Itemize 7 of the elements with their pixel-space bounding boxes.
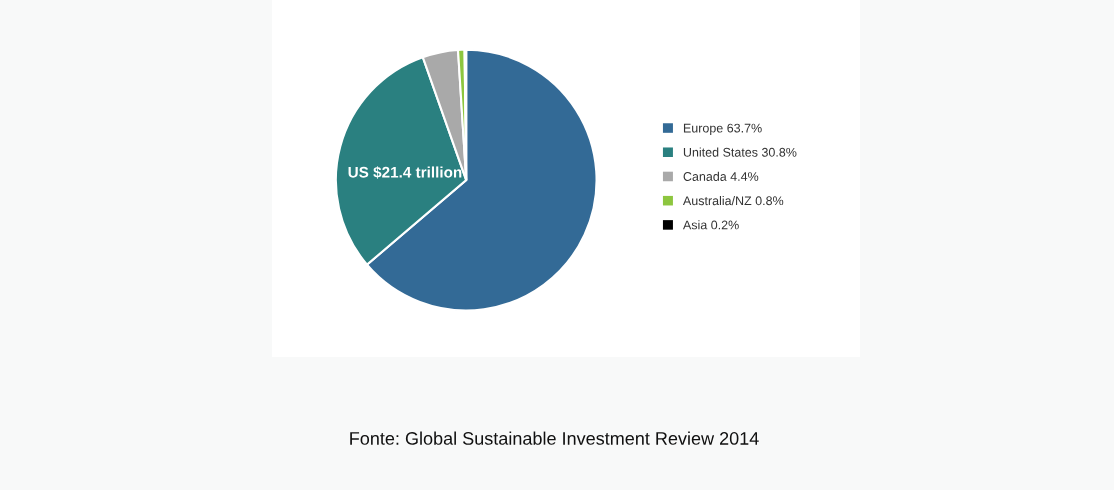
text: US $21.4 trillion: [348, 166, 462, 179]
legend-label: United States 30.8%: [683, 147, 797, 157]
legend-label: Australia/NZ 0.8%: [682, 195, 784, 206]
legend-label: Canada 4.4%: [683, 171, 759, 181]
source-note: Fonte: Global Sustainable Investment Review 2014: [350, 431, 759, 445]
legend-label: Asia 0.2%: [682, 220, 739, 230]
legend-label: Europe 63.7%: [683, 123, 762, 135]
